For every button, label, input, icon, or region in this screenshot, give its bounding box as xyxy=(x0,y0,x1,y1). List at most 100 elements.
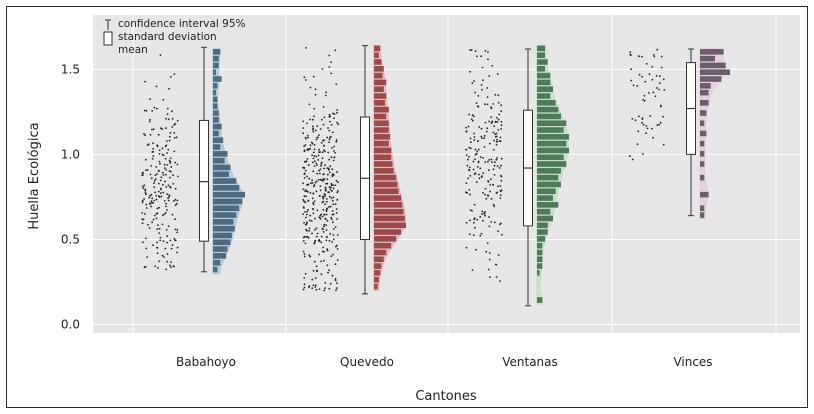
jitter-point xyxy=(167,184,170,187)
y-tick-labels: 0.0 0.5 1.0 1.5 xyxy=(61,62,80,331)
jitter-point xyxy=(332,234,335,236)
histogram-bar xyxy=(213,130,219,137)
jitter-point xyxy=(156,144,159,147)
jitter-point xyxy=(141,218,144,221)
jitter-point xyxy=(307,183,309,186)
jitter-point xyxy=(157,190,160,193)
jitter-point xyxy=(480,84,483,86)
jitter-point xyxy=(306,235,309,238)
jitter-point xyxy=(498,113,501,116)
jitter-point xyxy=(309,86,312,89)
legend-item-label: standard deviation xyxy=(118,31,217,43)
jitter-point xyxy=(660,55,663,58)
jitter-point xyxy=(493,221,496,224)
jitter-point xyxy=(311,154,313,157)
jitter-point xyxy=(305,47,307,49)
jitter-point xyxy=(494,161,496,164)
jitter-point xyxy=(320,241,323,244)
histogram-bar xyxy=(374,188,399,195)
jitter-point xyxy=(486,103,489,106)
histogram-bar xyxy=(213,259,221,266)
histogram-bar xyxy=(374,59,382,65)
jitter-point xyxy=(322,139,324,142)
jitter-point xyxy=(145,207,148,209)
jitter-point xyxy=(643,94,646,97)
jitter-points xyxy=(141,47,666,292)
histogram-bar xyxy=(374,270,381,276)
jitter-point xyxy=(489,190,491,193)
jitter-point xyxy=(319,128,322,130)
histogram-bar xyxy=(537,106,559,113)
jitter-point xyxy=(490,197,493,200)
jitter-point xyxy=(173,73,176,75)
histogram-bar xyxy=(537,174,559,181)
jitter-point xyxy=(328,269,330,272)
jitter-point xyxy=(158,153,161,155)
jitter-point xyxy=(658,123,661,126)
histogram-bar xyxy=(213,185,240,191)
jitter-point xyxy=(484,211,486,213)
jitter-point xyxy=(329,120,331,123)
histogram-bar xyxy=(700,62,726,69)
jitter-point xyxy=(642,153,644,155)
jitter-point xyxy=(485,197,488,200)
jitter-point xyxy=(325,213,328,216)
jitter-point xyxy=(314,88,317,91)
histogram-bar xyxy=(537,202,559,208)
jitter-point xyxy=(334,263,337,266)
jitter-point xyxy=(496,73,499,75)
jitter-point xyxy=(156,207,159,210)
legend-box-marker xyxy=(103,31,113,46)
jitter-point xyxy=(472,119,474,122)
jitter-point xyxy=(325,239,328,242)
jitter-point xyxy=(309,214,312,217)
jitter-point xyxy=(501,233,503,236)
jitter-point xyxy=(477,106,480,108)
jitter-point xyxy=(491,161,493,164)
jitter-point xyxy=(476,166,479,168)
jitter-point xyxy=(479,156,482,159)
jitter-point xyxy=(160,192,162,195)
jitter-point xyxy=(648,73,651,76)
jitter-point xyxy=(467,158,469,161)
jitter-point xyxy=(326,182,329,185)
jitter-point xyxy=(303,255,306,258)
jitter-point xyxy=(490,116,492,118)
jitter-point xyxy=(156,252,159,255)
histogram-bar xyxy=(700,89,709,96)
jitter-point xyxy=(170,76,172,78)
jitter-point xyxy=(169,186,172,189)
jitter-point xyxy=(499,280,501,282)
jitter-point xyxy=(469,174,472,177)
jitter-point xyxy=(482,191,484,194)
histogram-bar xyxy=(374,134,390,140)
jitter-point xyxy=(315,235,318,238)
histogram-bar xyxy=(700,69,730,76)
jitter-point xyxy=(336,171,338,173)
jitter-point xyxy=(167,118,170,121)
jitter-point xyxy=(156,246,158,249)
jitter-point xyxy=(494,93,497,96)
jitter-point xyxy=(322,200,325,203)
jitter-point xyxy=(323,289,326,292)
jitter-point xyxy=(646,127,649,130)
jitter-point xyxy=(466,164,469,167)
jitter-point xyxy=(490,221,493,223)
jitter-point xyxy=(162,256,165,258)
histogram-bar xyxy=(537,188,556,195)
jitter-point xyxy=(143,198,146,201)
jitter-point xyxy=(496,121,499,123)
jitter-point xyxy=(310,220,313,222)
jitter-point xyxy=(166,113,169,115)
box-plots xyxy=(199,45,696,307)
jitter-point xyxy=(332,159,335,162)
jitter-point xyxy=(335,140,338,143)
jitter-point xyxy=(313,241,316,244)
jitter-point xyxy=(468,113,470,116)
jitter-point xyxy=(173,124,176,126)
jitter-point xyxy=(145,237,147,240)
jitter-point xyxy=(152,154,155,157)
jitter-point xyxy=(497,230,499,233)
jitter-point xyxy=(142,241,144,244)
jitter-point xyxy=(307,200,310,202)
